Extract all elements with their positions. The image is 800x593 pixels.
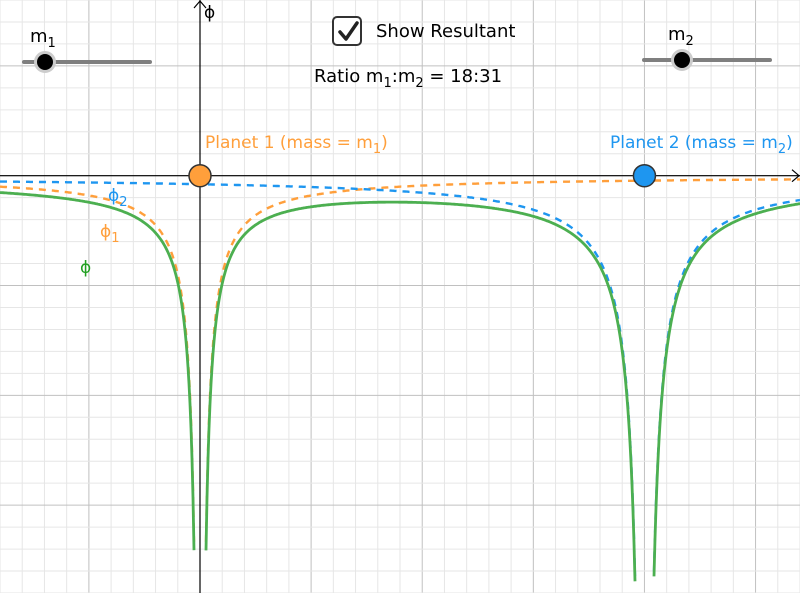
planet-1-label: Planet 1 (mass = m1) bbox=[205, 133, 388, 157]
phi2-curve-label: ϕ2 bbox=[108, 186, 128, 210]
slider-m2-label: m2 bbox=[668, 24, 694, 49]
phi-resultant-curve bbox=[0, 191, 800, 582]
checkmark-icon bbox=[338, 21, 359, 41]
y-axis-label: ϕ bbox=[204, 3, 216, 23]
phi1-curve-label: ϕ1 bbox=[100, 222, 120, 246]
phi-curve-label: ϕ bbox=[80, 258, 92, 278]
y-axis-arrow-icon bbox=[193, 0, 207, 9]
x-axis-arrow-icon bbox=[791, 169, 800, 183]
curves bbox=[0, 178, 800, 582]
phi1-curve bbox=[0, 178, 800, 542]
slider-m1-track[interactable] bbox=[22, 60, 152, 64]
slider-m1-handle[interactable] bbox=[34, 51, 57, 73]
slider-m1-label: m1 bbox=[30, 26, 56, 51]
show-resultant-label: Show Resultant bbox=[376, 21, 516, 42]
planet-2-label: Planet 2 (mass = m2) bbox=[610, 133, 793, 157]
planet-2-point[interactable] bbox=[632, 163, 657, 188]
phi2-curve bbox=[0, 180, 800, 577]
show-resultant-checkbox[interactable] bbox=[332, 16, 362, 46]
ratio-text: Ratio m1:m2 = 18:31 bbox=[314, 66, 503, 91]
planet-1-point[interactable] bbox=[188, 163, 212, 188]
slider-m2-track[interactable] bbox=[642, 58, 772, 62]
slider-m2-handle[interactable] bbox=[671, 49, 694, 71]
planets[interactable] bbox=[188, 163, 657, 188]
